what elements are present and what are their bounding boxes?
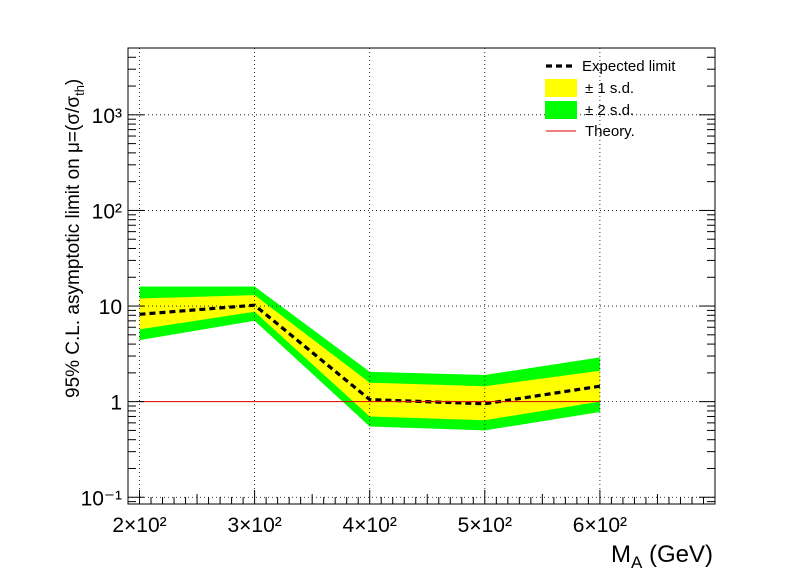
legend-theory: Theory.: [546, 123, 635, 140]
lines-layer: [139, 303, 601, 406]
legend-expected-limit-label: Expected limit: [582, 58, 676, 75]
grid-layer: [128, 48, 715, 504]
y-axis-title: 95% C.L. asymptotic limit on μ=(σ/σth): [63, 79, 87, 398]
legend-2sd-swatch: [545, 101, 577, 119]
legend: Expected limit ± 1 s.d. ± 2 s.d. Theory.: [545, 58, 676, 140]
y-tick-label: 10²: [92, 200, 122, 223]
legend-expected-limit: Expected limit: [546, 58, 676, 75]
x-tick-label: 6×10²: [573, 514, 627, 537]
y-tick-label: 10: [99, 296, 122, 319]
plot-frame: [127, 47, 716, 505]
legend-1sd-label: ± 1 s.d.: [585, 80, 634, 97]
y-axis-title-subscript: th: [72, 85, 87, 96]
x-tick-label: 5×10²: [458, 514, 512, 537]
legend-2sd-label: ± 2 s.d.: [585, 102, 634, 119]
x-tick-label: 2×10²: [112, 514, 166, 537]
x-axis-title: MA (GeV): [611, 541, 713, 572]
x-axis-title-subscript: A: [631, 553, 643, 572]
legend-1sd: ± 1 s.d.: [545, 79, 634, 97]
y-tick-label: 10⁻¹: [81, 487, 122, 510]
y-tick-label: 1: [110, 392, 122, 415]
legend-1sd-swatch: [545, 79, 577, 97]
legend-2sd: ± 2 s.d.: [545, 101, 634, 119]
x-tick-label: 3×10²: [227, 514, 281, 537]
ticks-layer: [128, 47, 715, 504]
tick-labels-layer: 10⁻¹ 1 10 10² 10³ 2×10² 3×10² 4×10² 5×10² 6×10²: [81, 105, 627, 537]
expected-limit-line: [139, 303, 601, 406]
legend-theory-label: Theory.: [585, 123, 635, 140]
y-tick-label: 10³: [92, 105, 122, 128]
x-tick-label: 4×10²: [343, 514, 397, 537]
